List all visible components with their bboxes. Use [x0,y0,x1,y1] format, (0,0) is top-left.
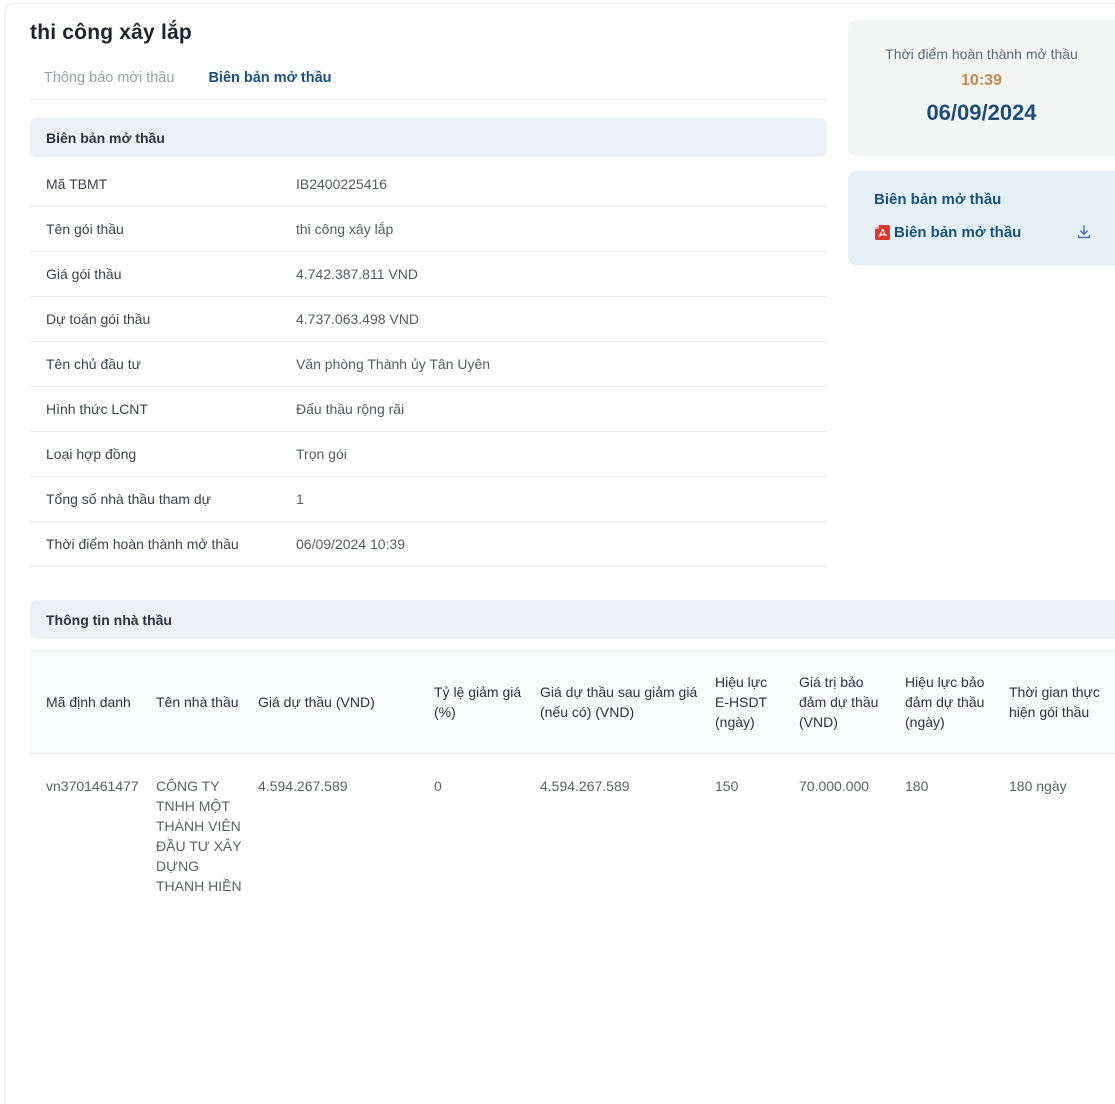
row-label: Dự toán gói thầu [46,311,151,327]
open-date-value: 06/09/2024 [926,100,1037,125]
row-label: Tổng số nhà thầu tham dự [46,491,212,507]
row-ten-chu-dau-tu: Tên chủ đầu tư Văn phòng Thành ủy Tân Uy… [30,342,827,387]
page-content: thi công xây lắp Thông báo mời thầu Biên… [30,0,1115,918]
tab-divider [30,99,827,100]
row-label: Hình thức LCNT [46,401,148,417]
row-gia-goi-thau: Giá gói thầu 4.742.387.811 VND [30,252,827,297]
cell-ma-dinh-danh: vn3701461477 [46,778,139,794]
row-label: Loại hợp đồng [46,446,137,462]
sidebar: Thời điểm hoàn thành mở thầu 10:39 06/09… [848,20,1115,265]
open-time-card: Thời điểm hoàn thành mở thầu 10:39 06/09… [848,20,1115,156]
row-value: IB2400225416 [296,176,388,192]
col-gia-du-thau: Giá dự thầu (VND) [258,694,375,710]
row-value: thi công xây lắp [296,221,394,237]
cell-gia-sau-giam-gia: 4.594.267.589 [540,778,630,794]
notice-detail-rows: Mã TBMT IB2400225416 Tên gói thầu thi cô… [30,162,827,567]
tab-bar: Thông báo mời thầu Biên bản mở thầu [30,70,1115,88]
cell-hieu-luc-ehsdt: 150 [715,778,739,794]
record-download-card: Biên bản mở thầu Biên bản mở thầu [848,171,1115,265]
row-loai-hop-dong: Loại hợp đồng Trọn gói [30,432,827,477]
row-hinh-thuc-lcnt: Hình thức LCNT Đấu thầu rộng rãi [30,387,827,432]
notice-section-header: Biên bản mở thầu [30,118,827,157]
contractor-section: Thông tin nhà thầu Mã định danh Tên nhà … [30,600,1115,918]
contractor-section-header: Thông tin nhà thầu [30,600,1115,639]
download-card-title: Biên bản mở thầu [874,191,1002,208]
row-tong-so-nha-thau: Tổng số nhà thầu tham dự 1 [30,477,827,522]
col-thoi-gian-thuc-hien: Thời gian thực hiện gói thầu [1009,684,1100,720]
row-label: Mã TBMT [46,176,108,192]
open-time-value: 10:39 [961,72,1002,89]
notice-section: Biên bản mở thầu Mã TBMT IB2400225416 Tê… [30,118,827,567]
tab-thong-bao-moi-thau[interactable]: Thông báo mời thầu [44,70,175,86]
row-value: Trọn gói [296,446,347,462]
row-ten-goi-thau: Tên gói thầu thi công xây lắp [30,207,827,252]
cell-ten-nha-thau: CÔNG TY TNHH MỘT THÀNH VIÊN ĐẦU TƯ XÂY D… [156,778,242,894]
tab-bien-ban-mo-thau[interactable]: Biên bản mở thầu [208,70,332,86]
cell-gia-tri-bao-dam: 70.000.000 [799,778,870,794]
row-label: Giá gói thầu [46,266,122,282]
col-gia-sau-giam-gia: Giá dự thầu sau giảm giá (nếu có) (VND) [540,684,698,720]
table-row: vn3701461477 CÔNG TY TNHH MỘT THÀNH VIÊN… [30,754,1115,919]
col-hieu-luc-ehsdt: Hiệu lực E-HSDT (ngày) [715,674,768,730]
cell-hieu-luc-bao-dam: 180 [905,778,929,794]
col-gia-tri-bao-dam: Giá trị bảo đảm dự thầu (VND) [799,674,879,730]
row-value: 4.742.387.811 VND [296,266,418,282]
cell-gia-du-thau: 4.594.267.589 [258,778,348,794]
table-header-row: Mã định danh Tên nhà thầu Giá dự thầu (V… [30,650,1115,754]
bid-record-pdf-link[interactable]: Biên bản mở thầu [874,224,1021,241]
row-thoi-diem-mo-thau: Thời điểm hoàn thành mở thầu 06/09/2024 … [30,522,827,567]
contractor-table: Mã định danh Tên nhà thầu Giá dự thầu (V… [30,650,1115,918]
col-hieu-luc-bao-dam: Hiệu lực bảo đảm dự thầu (ngày) [905,674,985,730]
open-time-label: Thời điểm hoàn thành mở thầu [885,46,1078,62]
col-ty-le-giam-gia: Tỷ lệ giảm giá (%) [434,684,522,720]
row-label: Tên gói thầu [46,221,124,237]
row-value: 4.737.063.498 VND [296,311,419,327]
row-ma-tbmt: Mã TBMT IB2400225416 [30,162,827,207]
row-value: Văn phòng Thành ủy Tân Uyên [296,356,491,372]
row-label: Thời điểm hoàn thành mở thầu [46,536,239,552]
pdf-link-label: Biên bản mở thầu [894,223,1022,241]
row-label: Tên chủ đầu tư [46,356,141,372]
row-value: 1 [296,491,304,507]
pdf-file-icon [875,224,890,240]
cell-thoi-gian-thuc-hien: 180 ngày [1009,778,1067,794]
col-ma-dinh-danh: Mã định danh [46,694,131,710]
page-title: thi công xây lắp [30,21,192,44]
row-value: Đấu thầu rộng rãi [296,401,405,417]
row-value: 06/09/2024 10:39 [296,536,405,552]
col-ten-nha-thau: Tên nhà thầu [156,694,239,710]
download-row: Biên bản mở thầu [874,223,1093,241]
cell-ty-le-giam-gia: 0 [434,778,442,794]
download-icon[interactable] [1075,223,1093,241]
row-du-toan-goi-thau: Dự toán gói thầu 4.737.063.498 VND [30,297,827,342]
